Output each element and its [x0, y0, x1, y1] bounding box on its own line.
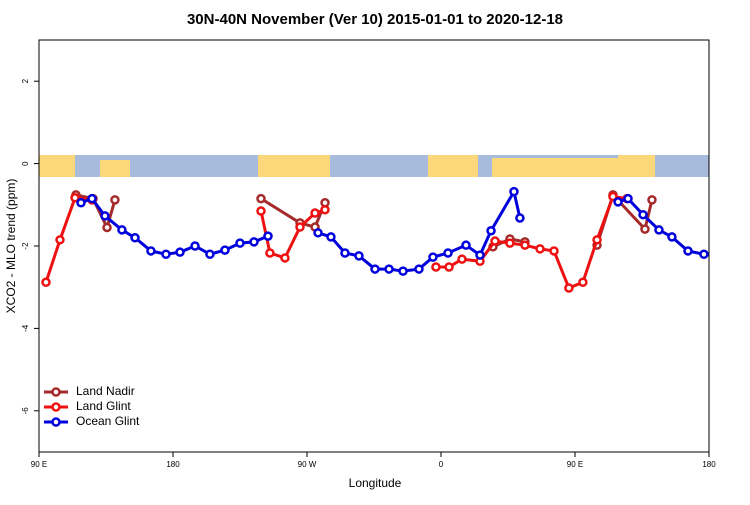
legend-label: Land Nadir — [76, 384, 135, 398]
data-point — [457, 254, 467, 264]
data-point — [354, 251, 364, 261]
data-point — [623, 193, 633, 204]
y-tick-label: -2 — [21, 242, 30, 250]
data-point — [505, 238, 515, 248]
legend-marker — [51, 417, 61, 427]
data-point — [592, 235, 602, 245]
x-tick-label: 90 E — [567, 460, 583, 469]
data-point — [444, 262, 454, 272]
y-tick-label: 0 — [21, 161, 30, 166]
y-tick-label: -6 — [21, 407, 30, 415]
x-tick-label: 0 — [439, 460, 444, 469]
data-point — [320, 204, 330, 215]
data-point — [100, 211, 110, 221]
land — [39, 155, 75, 177]
data-point — [578, 277, 588, 288]
data-point — [414, 264, 424, 274]
land — [428, 155, 478, 177]
data-point — [175, 247, 185, 257]
data-point — [640, 224, 650, 234]
data-point — [263, 231, 273, 241]
data-point — [256, 206, 266, 216]
y-tick-label: -4 — [21, 324, 30, 332]
data-point — [117, 225, 127, 235]
data-point — [475, 250, 485, 260]
data-point — [370, 264, 380, 274]
series-line — [260, 197, 327, 229]
data-point — [654, 225, 664, 235]
x-tick-label: 90 W — [298, 460, 317, 469]
data-point — [340, 248, 350, 258]
x-tick-label: 180 — [702, 460, 716, 469]
data-point — [515, 213, 525, 223]
data-point — [564, 283, 574, 293]
data-point — [431, 262, 441, 272]
data-point — [130, 233, 140, 243]
data-point — [76, 197, 86, 208]
data-point — [461, 240, 471, 250]
data-point — [70, 193, 80, 203]
data-point — [490, 236, 500, 246]
plot-frame — [38, 39, 710, 453]
data-point — [520, 240, 530, 250]
data-point — [161, 249, 171, 259]
data-point — [509, 186, 519, 197]
x-tick-label: 90 E — [31, 460, 47, 469]
data-point — [398, 266, 408, 276]
data-point — [41, 277, 51, 288]
data-point — [486, 226, 496, 236]
data-point — [102, 222, 112, 233]
data-point — [326, 232, 336, 242]
data-point — [146, 246, 156, 256]
legend-marker — [51, 402, 61, 412]
data-point — [428, 252, 438, 262]
land — [618, 155, 655, 177]
data-point — [699, 249, 709, 259]
data-point — [647, 195, 657, 205]
data-point — [110, 195, 120, 205]
data-point — [256, 193, 266, 204]
data-point — [265, 248, 275, 258]
data-point — [310, 208, 320, 218]
data-point — [55, 235, 65, 245]
data-point — [535, 244, 545, 254]
data-point — [190, 241, 200, 251]
y-axis-label: XCO2 - MLO trend (ppm) — [4, 179, 18, 314]
data-point — [549, 246, 559, 256]
legend-label: Land Glint — [76, 399, 131, 413]
data-point — [613, 197, 623, 207]
data-point — [667, 232, 677, 242]
data-point — [638, 209, 648, 220]
series-line — [44, 196, 93, 283]
data-point — [384, 264, 394, 274]
chart-title: 30N-40N November (Ver 10) 2015-01-01 to … — [187, 11, 563, 28]
legend-marker — [51, 387, 61, 397]
data-point — [443, 248, 453, 258]
map-band — [39, 155, 709, 177]
data-point — [249, 237, 259, 247]
series-line — [75, 193, 117, 232]
data-point — [205, 249, 215, 259]
land — [258, 155, 330, 177]
data-point — [295, 222, 305, 232]
data-point — [313, 228, 323, 238]
data-point — [235, 238, 245, 248]
x-tick-label: 180 — [166, 460, 180, 469]
land — [492, 158, 618, 177]
data-point — [280, 253, 290, 263]
data-point — [683, 246, 693, 256]
y-tick-label: 2 — [21, 78, 30, 83]
x-axis-label: Longitude — [349, 476, 402, 490]
land — [100, 160, 130, 177]
data-point — [608, 191, 618, 202]
legend-label: Ocean Glint — [76, 414, 140, 428]
data-point — [87, 193, 97, 204]
data-point — [220, 245, 230, 255]
